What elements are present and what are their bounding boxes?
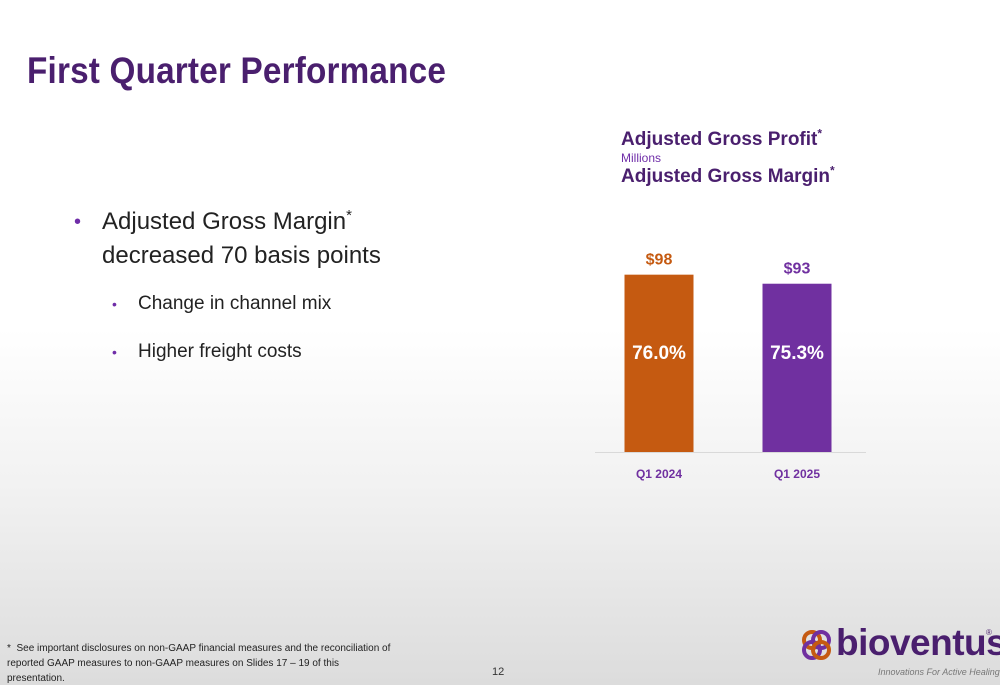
sub-bullet-list: • Change in channel mix • Higher freight… xyxy=(112,291,422,365)
company-logo: bioventus ® Innovations For Active Heali… xyxy=(800,622,1000,682)
footnote-marker: * xyxy=(7,643,11,654)
chart-title-profit-text: Adjusted Gross Profit xyxy=(621,129,818,150)
chart-heading: Adjusted Gross Profit* Millions Adjusted… xyxy=(621,128,835,189)
page-number: 12 xyxy=(492,666,505,678)
logo-mark-icon xyxy=(802,630,831,660)
footnote: * See important disclosures on non-GAAP … xyxy=(7,641,397,686)
bullet-dot: • xyxy=(74,211,82,233)
bar-value-label: $93 xyxy=(784,261,811,278)
x-tick-label: Q1 2025 xyxy=(774,467,820,481)
sub-bullet-text: Higher freight costs xyxy=(138,341,302,362)
slide-title: First Quarter Performance xyxy=(27,50,447,91)
logo-text: bioventus xyxy=(836,622,1000,663)
bullet-main-text: Adjusted Gross Margin xyxy=(102,208,347,235)
bar-value-label: $98 xyxy=(646,252,673,269)
bar xyxy=(762,283,832,452)
bullet-list: • Adjusted Gross Margin* decreased 70 ba… xyxy=(74,205,422,387)
bullet-dot: • xyxy=(112,296,117,312)
chart-title-margin-text: Adjusted Gross Margin xyxy=(621,166,831,187)
chart-title-profit: Adjusted Gross Profit* xyxy=(621,128,835,152)
bullet-dot: • xyxy=(112,344,117,360)
bar xyxy=(624,274,694,452)
logo-tagline: Innovations For Active Healing xyxy=(878,667,1000,677)
bullet-main-asterisk: * xyxy=(346,207,352,224)
chart-title-margin: Adjusted Gross Margin* xyxy=(621,165,835,189)
x-tick-label: Q1 2024 xyxy=(636,467,682,481)
bar-margin-label: 76.0% xyxy=(632,343,686,364)
sub-bullet: • Change in channel mix xyxy=(112,291,422,317)
chart-unit: Millions xyxy=(621,151,662,165)
bar-margin-label: 75.3% xyxy=(770,343,824,364)
sub-bullet: • Higher freight costs xyxy=(112,339,422,365)
bullet-main-text-rest: decreased 70 basis points xyxy=(102,242,381,269)
sub-bullet-text: Change in channel mix xyxy=(138,293,332,314)
logo-registered: ® xyxy=(986,628,992,637)
bullet-main: • Adjusted Gross Margin* decreased 70 ba… xyxy=(74,205,422,273)
footnote-text: See important disclosures on non-GAAP fi… xyxy=(7,643,391,684)
chart-title-margin-asterisk: * xyxy=(830,163,835,178)
chart-title-profit-asterisk: * xyxy=(817,126,823,141)
